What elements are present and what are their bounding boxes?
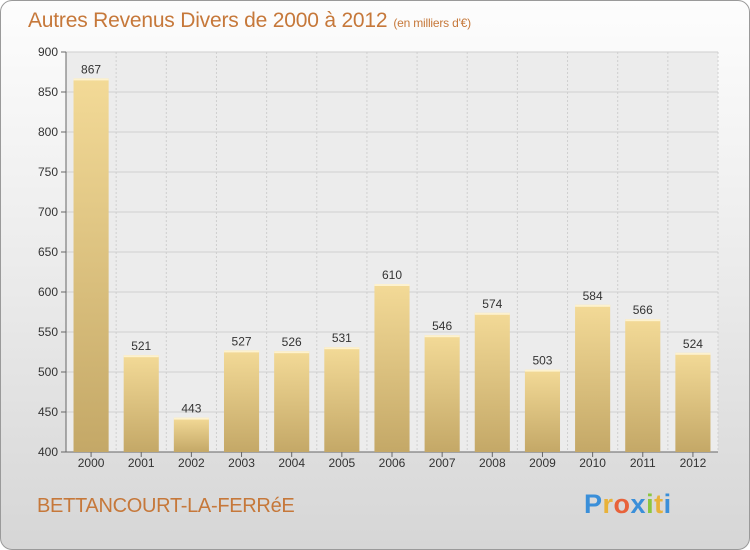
bar xyxy=(173,417,209,452)
proxiti-logo[interactable]: Proxiti xyxy=(584,489,672,520)
logo-letter: o xyxy=(613,489,631,519)
x-tick-label: 2001 xyxy=(128,456,155,470)
x-tick-label: 2002 xyxy=(178,456,205,470)
bar xyxy=(474,312,510,452)
bar xyxy=(625,319,661,452)
bar-highlight xyxy=(424,335,460,338)
bar-highlight xyxy=(474,312,510,315)
bar xyxy=(424,335,460,452)
logo-letter: x xyxy=(630,489,647,519)
x-tick-label: 2004 xyxy=(278,456,305,470)
y-tick-label: 450 xyxy=(38,405,58,419)
data-label: 526 xyxy=(282,335,302,349)
logo-letter: P xyxy=(584,489,603,519)
bar-highlight xyxy=(173,417,209,420)
chart-title-text: Autres Revenus Divers de 2000 à 2012 xyxy=(28,9,388,32)
bar xyxy=(675,352,711,452)
x-tick-label: 2000 xyxy=(78,456,105,470)
labels: 400 450 500 550 600 650 700 750 800 850 900 867 2000… xyxy=(38,45,707,470)
data-label: 867 xyxy=(81,62,101,76)
y-tick-label: 900 xyxy=(38,45,58,59)
y-tick-label: 850 xyxy=(38,85,58,99)
data-label: 584 xyxy=(583,289,603,303)
bar-highlight xyxy=(123,355,159,358)
bar-highlight xyxy=(274,351,310,354)
bar-highlight xyxy=(575,304,611,307)
bar-highlight xyxy=(223,350,260,353)
x-tick-label: 2005 xyxy=(328,456,355,470)
y-tick-label: 650 xyxy=(38,245,58,259)
y-tick-label: 750 xyxy=(38,165,58,179)
data-label: 531 xyxy=(332,331,352,345)
y-tick-label: 600 xyxy=(38,285,58,299)
bar xyxy=(274,351,310,452)
bar-highlight xyxy=(73,78,109,81)
bar-highlight xyxy=(675,352,711,355)
logo-letter: t xyxy=(654,489,664,519)
data-label: 524 xyxy=(683,337,703,351)
data-label: 521 xyxy=(131,339,151,353)
bar xyxy=(575,304,611,452)
y-tick-label: 500 xyxy=(38,365,58,379)
commune-name: BETTANCOURT-LA-FERRéE xyxy=(37,495,295,517)
logo-letter: i xyxy=(663,489,672,519)
bar xyxy=(223,350,260,452)
x-tick-label: 2009 xyxy=(529,456,556,470)
data-label: 503 xyxy=(532,354,552,368)
bar-highlight xyxy=(374,284,410,286)
bar xyxy=(324,347,360,452)
y-tick-label: 700 xyxy=(38,205,58,219)
data-label: 546 xyxy=(432,319,452,333)
logo-letter: i xyxy=(646,489,655,519)
data-label: 610 xyxy=(382,268,402,282)
y-tick-label: 550 xyxy=(38,325,58,339)
x-tick-label: 2006 xyxy=(379,456,406,470)
x-tick-label: 2007 xyxy=(429,456,456,470)
bar-highlight xyxy=(524,369,561,372)
chart-subtitle: (en milliers d'€) xyxy=(393,16,471,30)
x-tick-label: 2012 xyxy=(680,456,707,470)
y-tick-label: 800 xyxy=(38,125,58,139)
logo-letter: r xyxy=(602,489,614,519)
bars xyxy=(73,78,711,453)
chart-title: Autres Revenus Divers de 2000 à 2012 (en … xyxy=(28,9,471,33)
data-label: 443 xyxy=(181,402,201,416)
x-tick-label: 2003 xyxy=(228,456,255,470)
bar-highlight xyxy=(324,347,360,350)
x-tick-label: 2011 xyxy=(630,456,656,470)
x-tick-label: 2008 xyxy=(479,456,506,470)
x-tick-label: 2010 xyxy=(579,456,606,470)
data-label: 566 xyxy=(633,303,653,317)
bar xyxy=(524,369,561,452)
bar-highlight xyxy=(625,319,661,322)
bar xyxy=(123,355,159,452)
bar xyxy=(374,284,410,452)
data-label: 574 xyxy=(482,297,502,311)
bar xyxy=(73,78,109,453)
y-tick-label: 400 xyxy=(38,445,58,459)
data-label: 527 xyxy=(232,334,252,348)
